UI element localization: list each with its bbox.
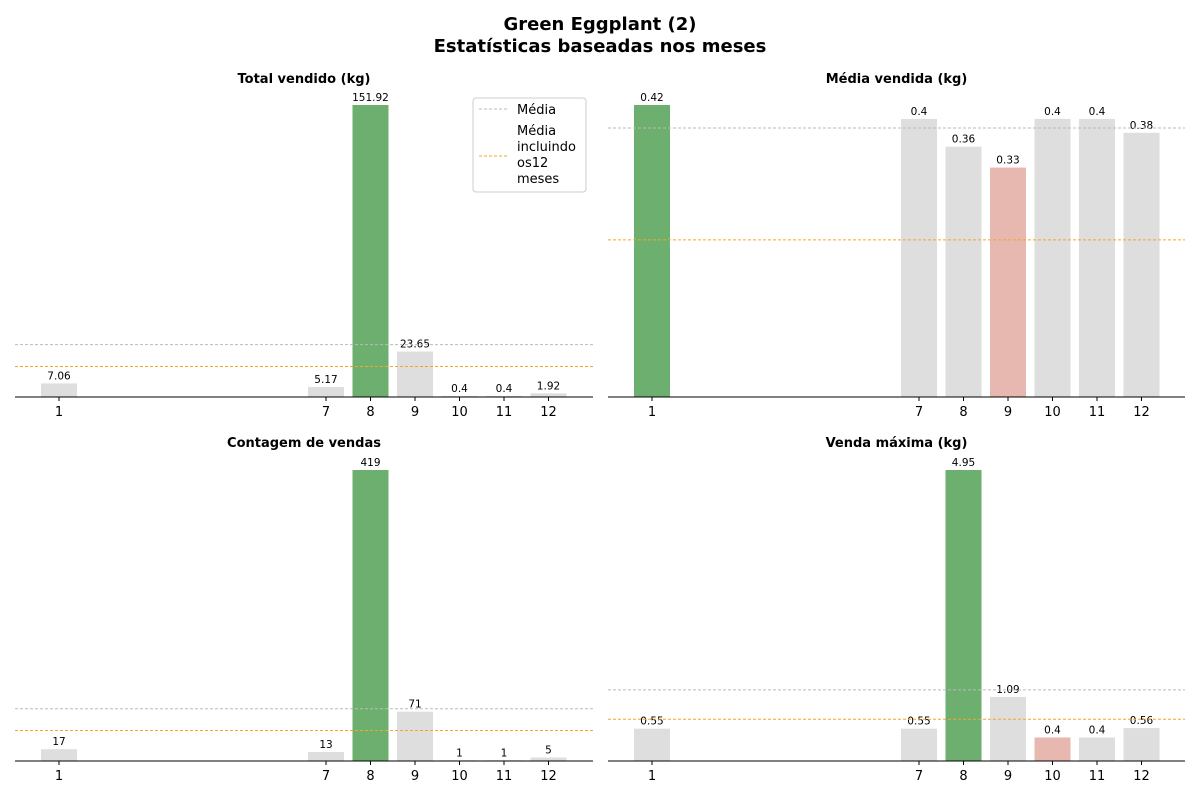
bar-month-11 [1079, 737, 1115, 761]
x-tick-label-9: 9 [1004, 769, 1012, 784]
x-tick-label-12: 12 [1133, 405, 1150, 420]
bar-month-1 [41, 749, 77, 761]
figure-subtitle: Estatísticas baseadas nos meses [433, 36, 767, 57]
bar-month-8 [945, 470, 982, 761]
bar-month-1 [634, 105, 670, 397]
x-tick-label-1: 1 [55, 405, 63, 420]
legend-label-mean: Média [517, 103, 556, 118]
bar-label-month-11: 0.4 [1089, 724, 1106, 736]
bar-label-month-7: 0.55 [907, 716, 930, 728]
x-tick-label-9: 9 [1004, 405, 1012, 420]
bar-label-month-11: 0.4 [496, 383, 513, 395]
bar-month-9 [990, 696, 1026, 761]
x-tick-label-11: 11 [496, 769, 513, 784]
legend-label-mean-12-line: meses [517, 172, 559, 187]
x-tick-label-1: 1 [648, 405, 656, 420]
x-tick-label-10: 10 [1044, 769, 1061, 784]
bar-month-12 [530, 393, 567, 397]
bar-label-month-7: 13 [319, 739, 332, 751]
legend-label-mean-12-line: Média [517, 124, 556, 139]
bar-month-7 [308, 751, 344, 761]
x-tick-label-7: 7 [915, 769, 923, 784]
bar-label-month-12: 5 [545, 745, 552, 757]
bar-label-month-12: 0.56 [1130, 715, 1154, 727]
x-tick-label-11: 11 [1089, 405, 1106, 420]
x-tick-label-11: 11 [1089, 769, 1106, 784]
bar-month-12 [1123, 728, 1160, 761]
x-tick-label-12: 12 [1133, 769, 1150, 784]
bar-month-7 [308, 387, 344, 397]
bar-month-11 [1079, 118, 1115, 398]
bar-month-1 [634, 728, 670, 761]
bar-month-9 [990, 167, 1026, 397]
legend-label-mean-12-line: incluindo [517, 140, 576, 155]
bar-month-12 [1123, 132, 1160, 398]
panel-title: Média vendida (kg) [826, 72, 968, 87]
bar-month-10 [1034, 118, 1071, 398]
panel-title: Venda máxima (kg) [826, 436, 968, 451]
bar-label-month-12: 1.92 [537, 380, 560, 392]
bar-label-month-8: 4.95 [952, 457, 975, 469]
bar-label-month-12: 0.38 [1130, 120, 1153, 132]
bar-label-month-8: 419 [360, 457, 380, 469]
bar-label-month-11: 0.4 [1089, 106, 1106, 118]
bar-month-9 [397, 711, 433, 761]
x-tick-label-11: 11 [496, 405, 513, 420]
panel-title: Contagem de vendas [227, 436, 381, 451]
x-tick-label-10: 10 [1044, 405, 1061, 420]
x-tick-label-8: 8 [959, 769, 967, 784]
x-tick-label-7: 7 [322, 769, 330, 784]
x-tick-label-9: 9 [411, 769, 419, 784]
panel-title: Total vendido (kg) [238, 72, 371, 87]
bar-label-month-7: 5.17 [314, 374, 337, 386]
bar-label-month-10: 0.4 [451, 383, 468, 395]
x-tick-label-12: 12 [540, 405, 557, 420]
bar-month-1 [41, 383, 77, 397]
bar-month-9 [397, 351, 433, 397]
legend-label-mean-12-line: os12 [517, 156, 548, 171]
x-tick-label-8: 8 [366, 405, 374, 420]
bar-month-8 [352, 105, 389, 397]
bar-label-month-10: 1 [456, 747, 463, 759]
x-tick-label-10: 10 [451, 405, 468, 420]
bar-label-month-7: 0.4 [911, 106, 928, 118]
x-tick-label-9: 9 [411, 405, 419, 420]
bar-month-12 [530, 757, 567, 761]
x-tick-label-12: 12 [540, 769, 557, 784]
bar-label-month-1: 0.42 [640, 92, 663, 104]
x-tick-label-7: 7 [322, 405, 330, 420]
bar-month-7 [901, 728, 937, 761]
x-tick-label-7: 7 [915, 405, 923, 420]
bar-label-month-1: 7.06 [47, 370, 71, 382]
bar-label-month-1: 17 [52, 736, 65, 748]
bar-month-10 [1034, 737, 1071, 761]
bar-month-8 [352, 470, 389, 761]
bar-label-month-9: 71 [408, 699, 421, 711]
bar-month-8 [945, 146, 982, 397]
x-tick-label-8: 8 [366, 769, 374, 784]
bar-label-month-8: 151.92 [352, 92, 389, 104]
bar-label-month-1: 0.55 [640, 716, 663, 728]
bar-label-month-11: 1 [501, 747, 508, 759]
bar-label-month-9: 0.33 [996, 155, 1019, 167]
bar-month-7 [901, 118, 937, 398]
bar-label-month-8: 0.36 [952, 134, 976, 146]
x-tick-label-1: 1 [55, 769, 63, 784]
x-tick-label-10: 10 [451, 769, 468, 784]
x-tick-label-1: 1 [648, 769, 656, 784]
figure-title: Green Eggplant (2) [503, 14, 697, 35]
bar-label-month-10: 0.4 [1044, 724, 1061, 736]
legend-box [472, 97, 587, 193]
bar-label-month-10: 0.4 [1044, 106, 1061, 118]
x-tick-label-8: 8 [959, 405, 967, 420]
